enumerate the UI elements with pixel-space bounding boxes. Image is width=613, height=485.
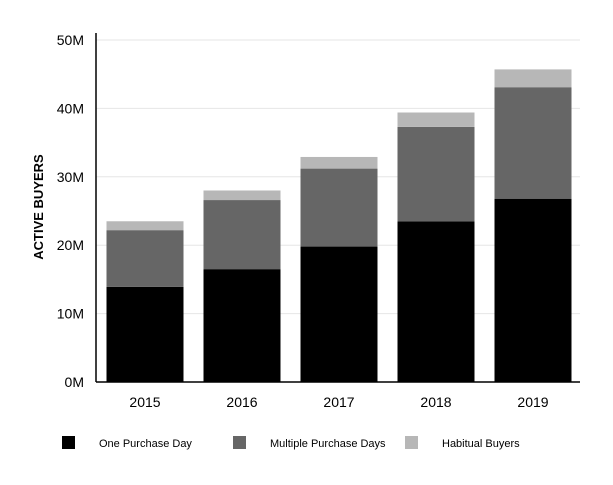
x-tick-label: 2017: [323, 394, 354, 410]
bar-segment: [494, 69, 572, 88]
bar-segment: [203, 190, 281, 201]
y-axis-label: ACTIVE BUYERS: [31, 154, 46, 260]
y-tick-label: 0M: [65, 374, 84, 390]
x-tick-label: 2016: [226, 394, 257, 410]
x-tick-label: 2018: [420, 394, 451, 410]
y-tick-label: 20M: [57, 237, 84, 253]
x-tick-label: 2019: [517, 394, 548, 410]
bar-segment: [106, 221, 184, 231]
legend-swatch: [233, 436, 246, 449]
bar-segment: [203, 269, 281, 382]
bar-segment: [300, 156, 378, 169]
bar-segment: [494, 198, 572, 382]
x-tick-label: 2015: [129, 394, 160, 410]
bar-segment: [397, 112, 475, 127]
y-tick-label: 10M: [57, 306, 84, 322]
bar-segment: [397, 221, 475, 382]
bar-segment: [494, 87, 572, 199]
bar-segment: [397, 126, 475, 222]
legend-label: One Purchase Day: [99, 438, 192, 450]
legend-label: Multiple Purchase Days: [270, 438, 386, 450]
y-tick-label: 40M: [57, 100, 84, 116]
y-tick-label: 30M: [57, 169, 84, 185]
bar-segment: [300, 246, 378, 382]
bar-segment: [106, 286, 184, 382]
bar-segment: [106, 230, 184, 287]
bar-segment: [300, 168, 378, 247]
y-tick-label: 50M: [57, 32, 84, 48]
bar-segment: [203, 200, 281, 270]
legend-swatch: [62, 436, 75, 449]
legend-label: Habitual Buyers: [442, 438, 520, 450]
legend-swatch: [405, 436, 418, 449]
